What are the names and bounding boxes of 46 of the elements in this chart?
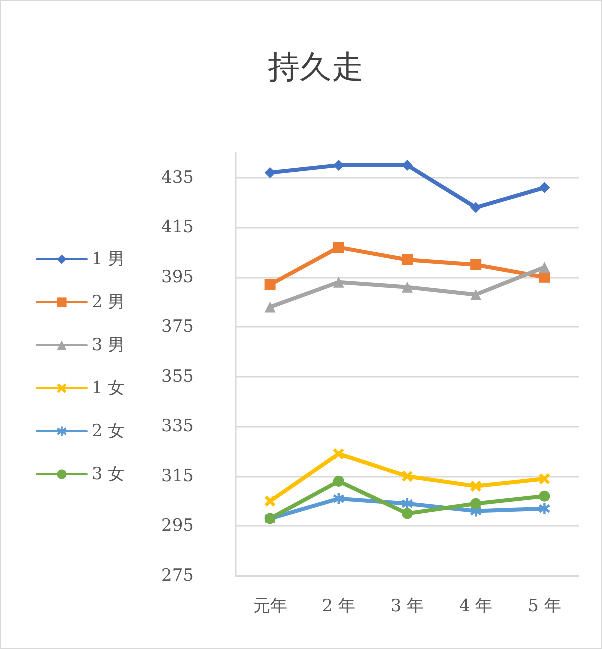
point — [333, 448, 344, 460]
y-tick-label: 375 — [162, 317, 194, 338]
point — [402, 470, 413, 482]
point — [470, 259, 482, 270]
point — [539, 490, 550, 502]
x-tick-label: 5 年 — [528, 596, 562, 616]
legend-label: 2 女 — [92, 422, 126, 442]
y-tick-label: 395 — [162, 267, 194, 288]
legend-label: 1 女 — [92, 378, 126, 398]
y-tick-label: 435 — [162, 168, 194, 188]
point — [470, 498, 482, 510]
legend-label: 3 男 — [92, 336, 126, 356]
point — [402, 508, 413, 520]
point — [470, 480, 482, 492]
point — [264, 496, 276, 507]
point — [333, 242, 344, 254]
point — [470, 289, 482, 300]
point — [539, 182, 550, 194]
point — [333, 493, 344, 504]
y-tick-label: 295 — [162, 516, 194, 536]
point — [539, 262, 550, 273]
y-tick-label: 315 — [162, 466, 194, 486]
legend-label: 1 男 — [92, 250, 126, 270]
point — [402, 282, 413, 293]
point — [264, 302, 276, 313]
x-tick-label: 4 年 — [459, 596, 493, 616]
legend-label: 3 女 — [92, 464, 126, 484]
point — [264, 167, 276, 178]
point — [402, 254, 413, 266]
point — [402, 498, 413, 510]
point — [539, 473, 550, 484]
x-tick-label: 2 年 — [322, 596, 356, 616]
chart-title: 持久走 — [268, 48, 364, 86]
point — [470, 202, 482, 214]
x-tick-label: 元年 — [253, 596, 288, 616]
point — [539, 503, 550, 514]
y-tick-label: 415 — [162, 218, 194, 238]
point — [264, 279, 276, 290]
x-tick-label: 3 年 — [390, 596, 424, 616]
legend-label: 2 男 — [92, 292, 126, 312]
y-tick-label: 335 — [162, 416, 194, 437]
point — [539, 272, 550, 283]
y-tick-label: 275 — [162, 566, 194, 586]
point — [333, 476, 344, 487]
y-tick-label: 355 — [162, 366, 194, 387]
point — [333, 276, 344, 288]
